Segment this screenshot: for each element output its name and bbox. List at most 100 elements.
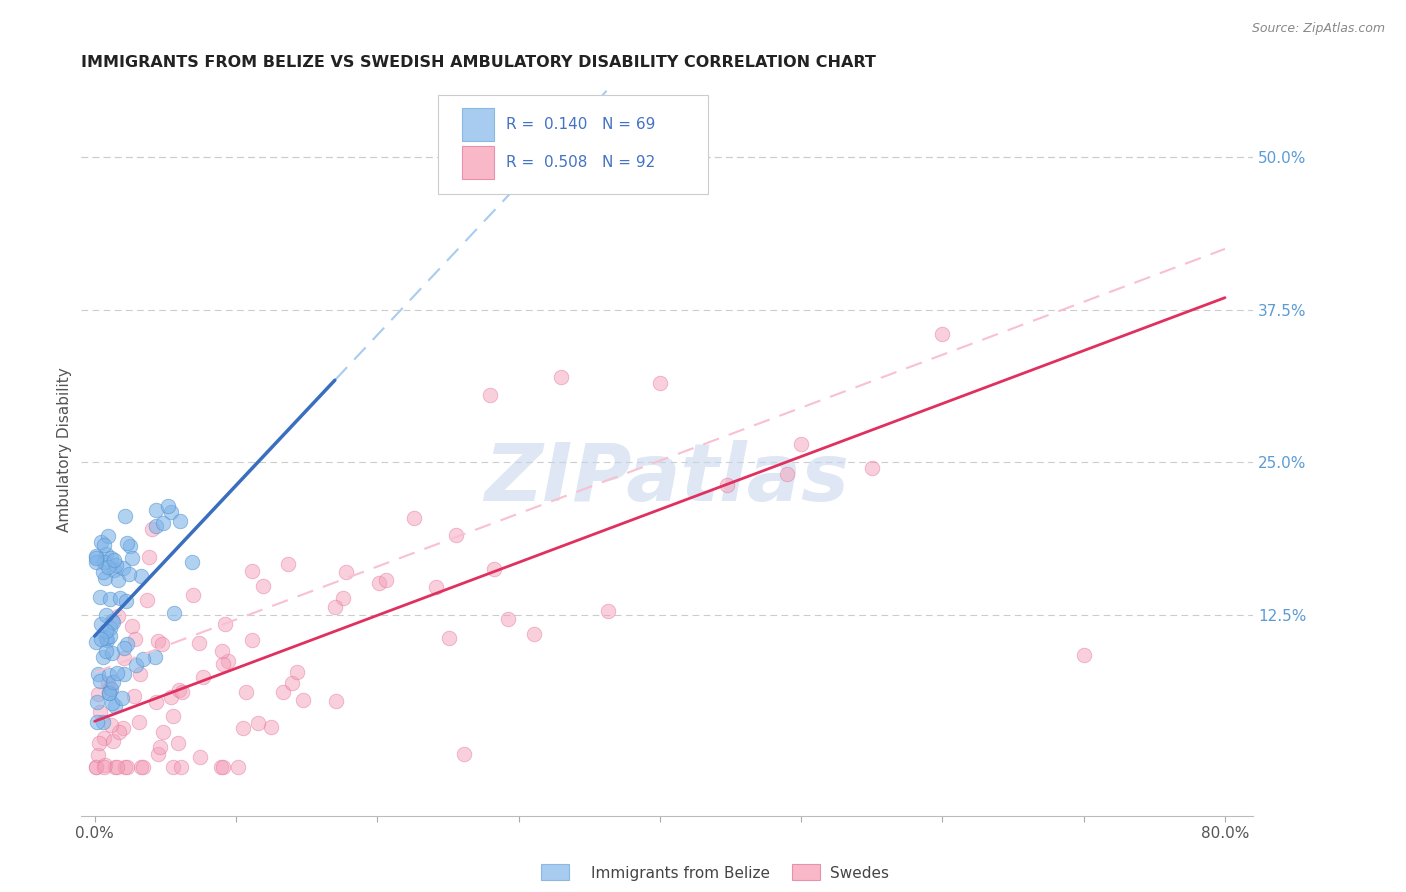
Point <box>91 650 114 665</box>
Point <box>138 549 160 564</box>
Point <box>145 518 167 533</box>
Point <box>235 684 257 698</box>
Point <box>135 592 157 607</box>
Point <box>100 551 122 566</box>
Point <box>143 649 166 664</box>
FancyBboxPatch shape <box>461 145 495 178</box>
Point <box>98 621 121 635</box>
Point <box>103 615 125 630</box>
Point <box>145 695 167 709</box>
Point <box>335 565 357 579</box>
Point <box>114 508 136 523</box>
Point <box>1073 648 1095 662</box>
Point <box>101 734 124 748</box>
Point <box>776 467 799 481</box>
Point <box>217 654 239 668</box>
Point <box>112 650 135 665</box>
Point <box>226 760 249 774</box>
Point <box>716 477 738 491</box>
Point <box>118 566 141 581</box>
Point <box>259 720 281 734</box>
Point <box>479 388 502 402</box>
Point <box>94 757 117 772</box>
Point <box>98 681 121 695</box>
Point <box>84 549 107 563</box>
Point <box>181 588 204 602</box>
Point <box>93 538 115 552</box>
Point <box>89 674 111 689</box>
Point <box>145 503 167 517</box>
Point <box>121 619 143 633</box>
Text: IMMIGRANTS FROM BELIZE VS SWEDISH AMBULATORY DISABILITY CORRELATION CHART: IMMIGRANTS FROM BELIZE VS SWEDISH AMBULA… <box>80 55 876 70</box>
Text: Swedes: Swedes <box>830 866 889 881</box>
Point <box>107 666 129 681</box>
Point <box>103 563 125 577</box>
Point <box>214 617 236 632</box>
Point <box>107 608 129 623</box>
Point <box>439 632 461 646</box>
Point <box>93 760 115 774</box>
Point <box>84 760 107 774</box>
Y-axis label: Ambulatory Disability: Ambulatory Disability <box>58 368 72 533</box>
Point <box>94 624 117 639</box>
Point <box>115 594 138 608</box>
Point <box>187 636 209 650</box>
Point <box>180 555 202 569</box>
Point <box>98 629 121 643</box>
Point <box>86 634 108 648</box>
Point <box>97 529 120 543</box>
Point <box>125 657 148 672</box>
Point <box>122 690 145 704</box>
Point <box>169 682 191 697</box>
Point <box>84 551 107 566</box>
Point <box>100 718 122 732</box>
Point <box>162 708 184 723</box>
Point <box>96 632 118 647</box>
Point <box>246 715 269 730</box>
FancyBboxPatch shape <box>439 95 709 194</box>
Point <box>129 569 152 583</box>
Point <box>252 579 274 593</box>
Point <box>84 555 107 569</box>
Point <box>152 724 174 739</box>
Point <box>121 551 143 566</box>
Point <box>242 633 264 648</box>
Point <box>160 506 183 520</box>
Point <box>118 540 141 554</box>
Point <box>98 592 121 607</box>
Point <box>482 562 505 576</box>
Point <box>94 547 117 561</box>
Point <box>496 611 519 625</box>
Point <box>90 632 112 646</box>
Point <box>87 736 110 750</box>
Point <box>620 150 643 164</box>
Point <box>97 668 120 682</box>
Point <box>111 721 134 735</box>
Point <box>90 616 112 631</box>
Point <box>146 633 169 648</box>
Point <box>117 760 139 774</box>
Point <box>453 747 475 761</box>
Point <box>103 675 125 690</box>
Point <box>90 534 112 549</box>
Point <box>931 326 953 341</box>
Point <box>550 369 572 384</box>
Point <box>112 666 135 681</box>
Point <box>367 576 389 591</box>
Point <box>280 676 302 690</box>
Point <box>240 564 263 578</box>
Point <box>596 604 619 618</box>
Point <box>188 750 211 764</box>
Point <box>166 736 188 750</box>
Point <box>325 694 347 708</box>
Point <box>128 715 150 730</box>
Point <box>211 643 233 657</box>
Point <box>425 580 447 594</box>
Point <box>97 676 120 690</box>
Point <box>89 590 111 604</box>
Point <box>108 724 131 739</box>
Point <box>107 573 129 587</box>
Point <box>115 535 138 549</box>
Point <box>91 715 114 730</box>
Point <box>97 686 120 700</box>
